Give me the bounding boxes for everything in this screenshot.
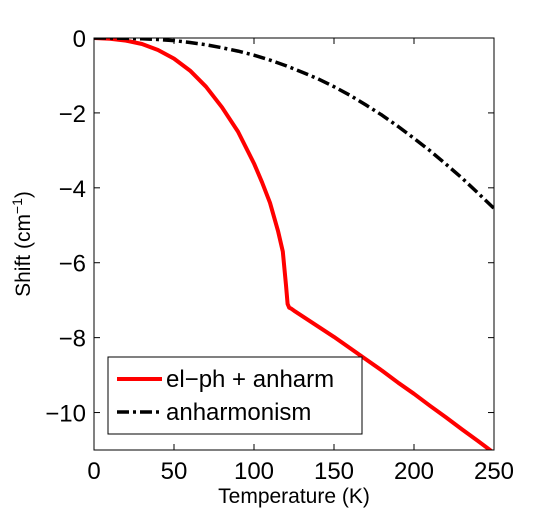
x-tick-label: 250 (474, 458, 514, 485)
x-tick-label: 50 (161, 458, 188, 485)
y-tick-label: −6 (59, 251, 86, 278)
legend-label-el-ph: el−ph + anharm (166, 366, 334, 393)
legend: el−ph + anharm anharmonism (107, 356, 363, 435)
y-tick-label: −8 (59, 326, 86, 353)
series-line-0 (94, 38, 494, 450)
legend-label-anharmonism: anharmonism (166, 399, 311, 426)
y-axis-label: Shift (cm−1) (9, 191, 35, 297)
legend-box (107, 356, 363, 435)
y-axis-label-close: ) (12, 191, 35, 198)
tick-labels: 0 50 100 150 200 250 0 −2 −4 −6 −8 −10 (45, 26, 514, 485)
x-tick-label: 0 (87, 458, 100, 485)
x-tick-label: 150 (314, 458, 354, 485)
x-tick-label: 200 (394, 458, 434, 485)
y-axis-label-superscript: −1 (9, 198, 25, 214)
series-layer (94, 38, 494, 450)
x-axis-label: Temperature (K) (218, 485, 370, 508)
y-tick-label: −4 (59, 176, 86, 203)
y-axis-label-main: Shift (cm (12, 214, 35, 297)
y-tick-label: −2 (59, 101, 86, 128)
x-tick-label: 100 (234, 458, 274, 485)
plot-frame (93, 37, 495, 451)
y-tick-label: 0 (73, 26, 86, 53)
y-tick-label: −10 (45, 401, 86, 428)
